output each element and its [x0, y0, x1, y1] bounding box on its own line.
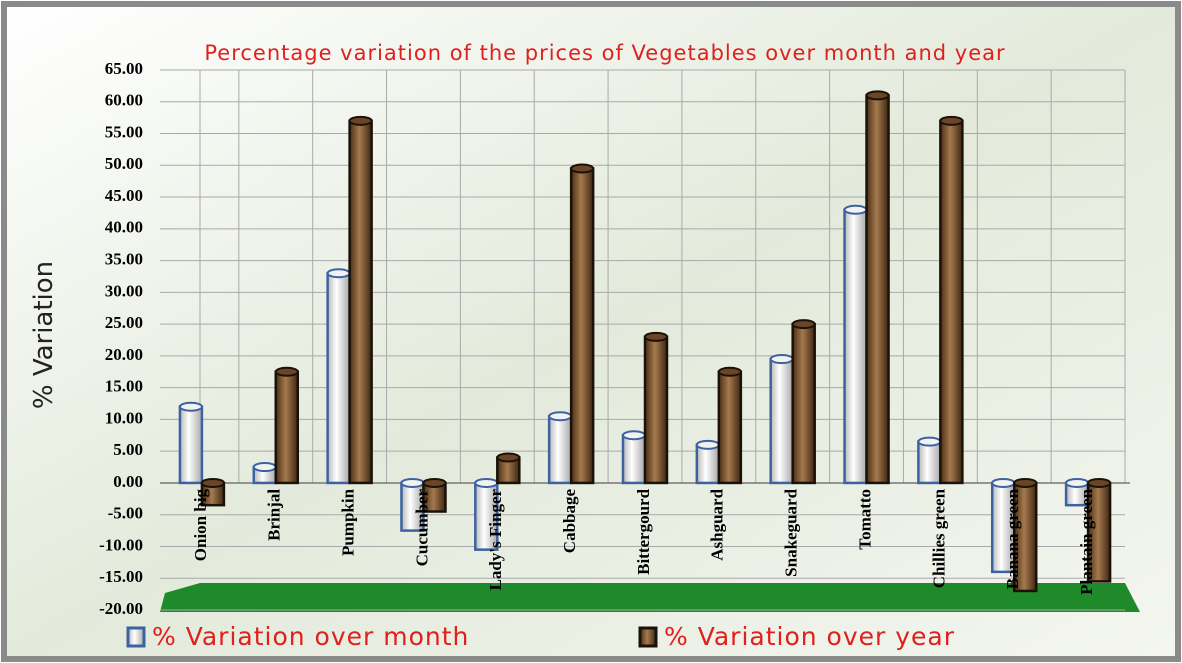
bar-cap	[350, 117, 372, 125]
bar-cap	[793, 320, 815, 328]
bar	[697, 445, 719, 483]
bar-cap	[1066, 479, 1088, 487]
legend-swatch	[128, 628, 144, 646]
bar	[645, 337, 667, 483]
y-tick-label: 5.00	[113, 440, 143, 459]
floor	[160, 583, 1140, 612]
bar-cap	[918, 438, 940, 446]
y-tick-label: 55.00	[105, 122, 143, 141]
chart-title: Percentage variation of the prices of Ve…	[155, 38, 1055, 68]
bar-cap	[423, 479, 445, 487]
x-tick-label: Snakeguard	[782, 488, 801, 576]
x-tick-label: Onion big	[191, 488, 210, 561]
x-tick-label: Bittergourd	[634, 488, 653, 574]
bar-cap	[401, 479, 423, 487]
bar-cap	[771, 355, 793, 363]
bar-cap	[719, 368, 741, 376]
x-tick-label: Tomatto	[855, 489, 874, 550]
legend-label: % Variation over year	[664, 622, 955, 651]
bar-cap	[475, 479, 497, 487]
y-tick-label: 15.00	[105, 377, 143, 396]
x-tick-label: Cucumber	[412, 489, 431, 567]
y-tick-label: 25.00	[105, 313, 143, 332]
y-tick-label: 20.00	[105, 345, 143, 364]
y-tick-label: -15.00	[99, 567, 143, 586]
y-tick-label: -5.00	[108, 504, 143, 523]
x-tick-label: Lady's Finger	[486, 488, 505, 590]
x-tick-label: Ashguard	[708, 488, 727, 560]
y-tick-label: 35.00	[105, 249, 143, 268]
x-tick-label: Plantain green	[1077, 488, 1096, 594]
y-tick-label: 40.00	[105, 218, 143, 237]
x-tick-label: Brinjal	[265, 489, 284, 541]
bar-cap	[697, 441, 719, 449]
bar-cap	[571, 164, 593, 172]
bar	[845, 210, 867, 483]
bar	[793, 324, 815, 483]
bar	[350, 121, 372, 483]
bar-cap	[1014, 479, 1036, 487]
bar-cap	[549, 412, 571, 420]
bar	[719, 372, 741, 483]
bar-cap	[328, 269, 350, 277]
y-tick-label: 65.00	[105, 59, 143, 78]
bar	[549, 416, 571, 483]
y-tick-label: -20.00	[99, 599, 143, 618]
legend-swatch	[640, 628, 656, 646]
bar	[623, 435, 645, 483]
bar-cap	[645, 333, 667, 341]
page: % Variation -20.00 -15.00 -10.00 -5.00 0.00 5…	[0, 0, 1182, 663]
y-tick-label: -10.00	[99, 535, 143, 554]
y-tick-label: 30.00	[105, 281, 143, 300]
x-tick-label: Chillies green	[929, 488, 948, 588]
x-tick-label: Cabbage	[560, 488, 579, 553]
bar	[918, 442, 940, 483]
x-tick-label: Pumpkin	[339, 488, 358, 556]
y-tick-label: 10.00	[105, 408, 143, 427]
y-tick-label: 0.00	[113, 472, 143, 491]
bar	[867, 95, 889, 483]
bar-cap	[276, 368, 298, 376]
bar	[771, 359, 793, 483]
bar	[571, 168, 593, 482]
y-axis-label: % Variation	[29, 261, 59, 409]
bar-cap	[202, 479, 224, 487]
y-tick-label: 60.00	[105, 91, 143, 110]
bar	[940, 121, 962, 483]
bar	[328, 273, 350, 483]
bar-cap	[623, 431, 645, 439]
bar-cap	[497, 454, 519, 462]
bar-cap	[254, 463, 276, 471]
chart: % Variation -20.00 -15.00 -10.00 -5.00 0.00 5…	[0, 0, 1182, 663]
bar-cap	[992, 479, 1014, 487]
bar-cap	[1088, 479, 1110, 487]
bar-cap	[867, 91, 889, 99]
bar-cap	[845, 206, 867, 214]
bar	[180, 407, 202, 483]
bar	[276, 372, 298, 483]
bar-cap	[940, 117, 962, 125]
bar-cap	[180, 403, 202, 411]
x-tick-label: Banana green	[1003, 488, 1022, 589]
legend-label: % Variation over month	[152, 622, 469, 651]
y-tick-label: 50.00	[105, 154, 143, 173]
y-tick-label: 45.00	[105, 186, 143, 205]
